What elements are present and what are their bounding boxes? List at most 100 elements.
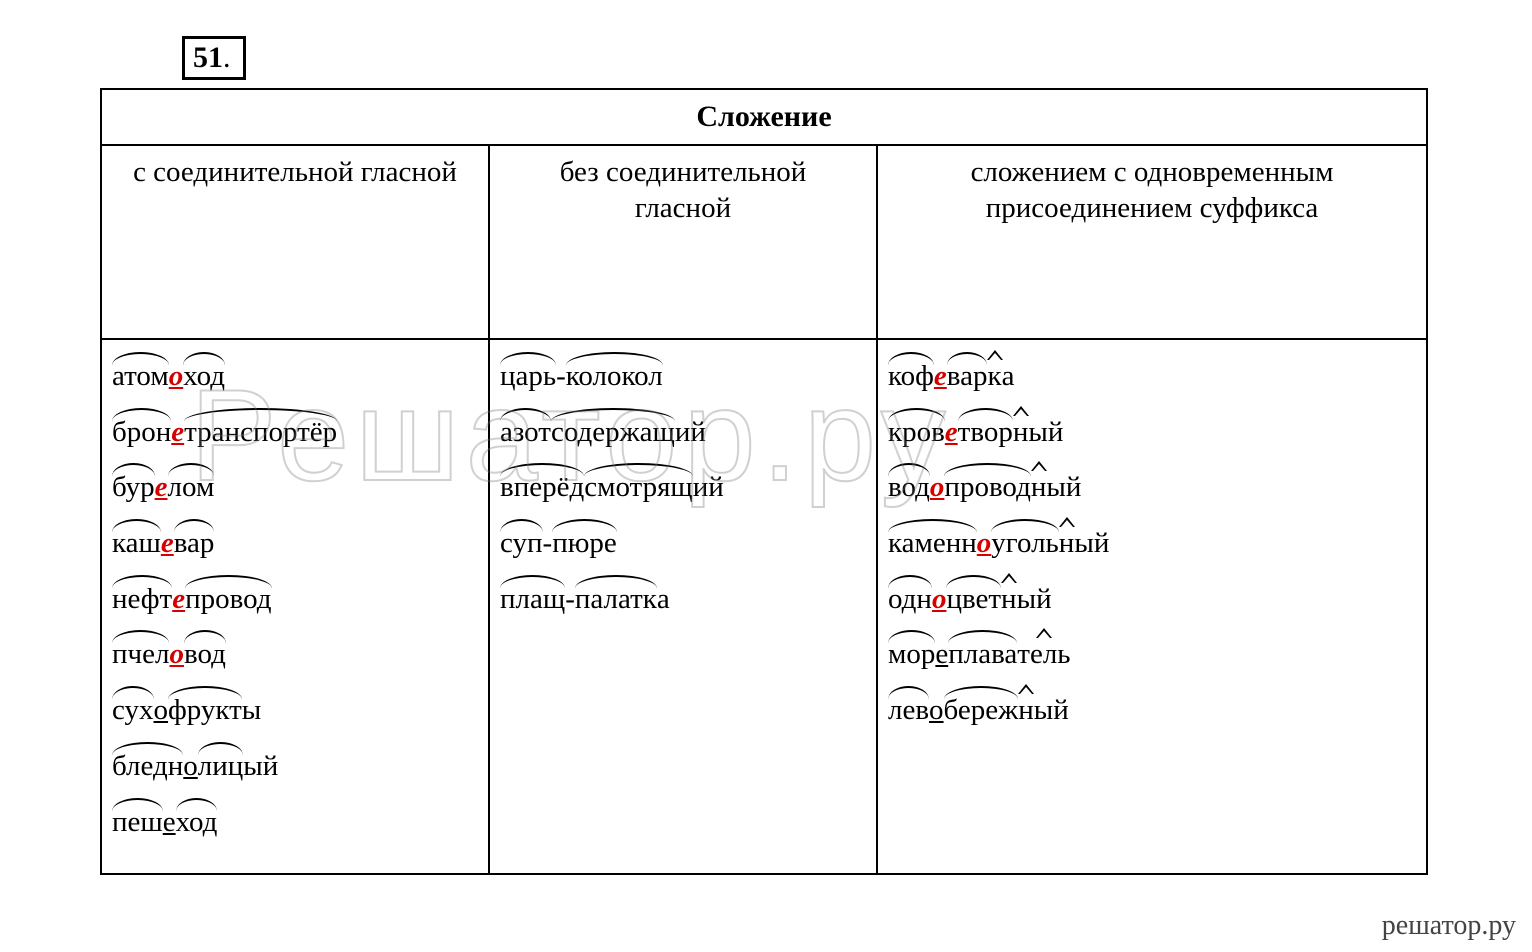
root-morpheme: плащ [500,581,565,619]
root-morpheme: каменн [888,525,977,563]
word: водопроводный [888,469,1416,507]
root-morpheme: коф [888,358,934,396]
plain-text: - [543,527,553,559]
suffix-morpheme: н [1013,414,1029,452]
exercise-dot: . [223,41,231,74]
word: левобережный [888,692,1416,730]
root-morpheme: вар [947,358,988,396]
plain-text: - [565,583,575,615]
root-morpheme: транспортёр [184,414,337,452]
plain-text: - [556,360,566,392]
root-morpheme: вод [184,636,226,674]
root-morpheme: палатк [575,581,657,619]
linking-vowel: о [154,694,169,726]
linking-vowel-highlighted: е [155,471,168,503]
root-morpheme: уголь [991,525,1059,563]
compound-words-table: Сложение с соединительной гласной без со… [100,88,1428,875]
word: суп-пюре [500,525,866,563]
root-morpheme: одн [888,581,932,619]
root-morpheme: плава [948,636,1017,674]
word: одноцветный [888,581,1416,619]
word: бледнолицый [112,748,478,786]
word: кофеварка [888,358,1416,396]
root-morpheme: пчел [112,636,169,674]
col2-header: без соединительной гласной [489,145,877,339]
root-morpheme: пеш [112,804,163,842]
root-morpheme: атом [112,358,169,396]
root-morpheme: береж [944,692,1019,730]
root-morpheme: смотрящ [584,469,693,507]
exercise-number-box: 51. [182,36,246,80]
word: азотсодержащий [500,414,866,452]
plain-text: а [657,583,670,615]
linking-vowel: е [935,638,948,670]
plain-text: ый [1034,694,1069,726]
plain-text: ий [693,471,724,503]
root-morpheme: цвет [946,581,1001,619]
root-morpheme: царь [500,358,556,396]
word: бурелом [112,469,478,507]
linking-vowel-highlighted: о [932,583,947,615]
root-morpheme: сух [112,692,154,730]
suffix-morpheme: н [1059,525,1075,563]
suffix-morpheme: н [1001,581,1017,619]
plain-text: ый [243,750,278,782]
root-morpheme: провод [944,469,1030,507]
root-morpheme: лев [888,692,929,730]
plain-text: ы [242,694,261,726]
root-morpheme: вод [888,469,930,507]
word: бронетранспортёр [112,414,478,452]
linking-vowel-highlighted: е [945,416,958,448]
root-morpheme: бур [112,469,155,507]
word: каменноугольный [888,525,1416,563]
linking-vowel-highlighted: е [171,416,184,448]
root-morpheme: мор [888,636,935,674]
word: кроветворный [888,414,1416,452]
suffix-morpheme: н [1031,469,1047,507]
col1-cell: атомоходбронетранспортёрбуреломкашеварне… [101,339,489,874]
word: пчеловод [112,636,478,674]
word: кашевар [112,525,478,563]
watermark-small: решатор.ру [1382,910,1516,942]
linking-vowel: о [929,694,944,726]
word: плащ-палатка [500,581,866,619]
linking-vowel-highlighted: е [934,360,947,392]
root-morpheme: брон [112,414,171,452]
col1-header: с соединительной гласной [101,145,489,339]
table-title: Сложение [101,89,1427,145]
root-morpheme: фрукт [168,692,242,730]
linking-vowel-highlighted: е [161,527,174,559]
exercise-number: 51 [193,41,223,74]
word: пешеход [112,804,478,842]
linking-vowel: е [163,806,176,838]
root-morpheme: вперёд [500,469,584,507]
root-morpheme: ход [183,358,225,396]
linking-vowel-highlighted: о [169,638,184,670]
linking-vowel-highlighted: о [930,471,945,503]
word: мореплаватель [888,636,1416,674]
linking-vowel: о [183,750,198,782]
word: царь-колокол [500,358,866,396]
root-morpheme: содержащ [551,414,675,452]
word: вперёдсмотрящий [500,469,866,507]
root-morpheme: ход [176,804,218,842]
word: сухофрукты [112,692,478,730]
root-morpheme: лом [168,469,215,507]
root-morpheme: бледн [112,748,183,786]
suffix-morpheme: тель [1017,636,1070,674]
linking-vowel-highlighted: о [977,527,992,559]
root-morpheme: колокол [566,358,663,396]
plain-text: а [1002,360,1015,392]
root-morpheme: вар [174,525,215,563]
root-morpheme: кров [888,414,945,452]
word: атомоход [112,358,478,396]
plain-text: ий [675,416,706,448]
root-morpheme: азот [500,414,551,452]
suffix-morpheme: н [1018,692,1034,730]
col3-cell: кофеваркакроветворныйводопроводныйкаменн… [877,339,1427,874]
root-morpheme: суп [500,525,543,563]
col3-header: сложением с одновременным присоединением… [877,145,1427,339]
plain-text: ый [1017,583,1052,615]
word: нефтепровод [112,581,478,619]
root-morpheme: твор [958,414,1013,452]
